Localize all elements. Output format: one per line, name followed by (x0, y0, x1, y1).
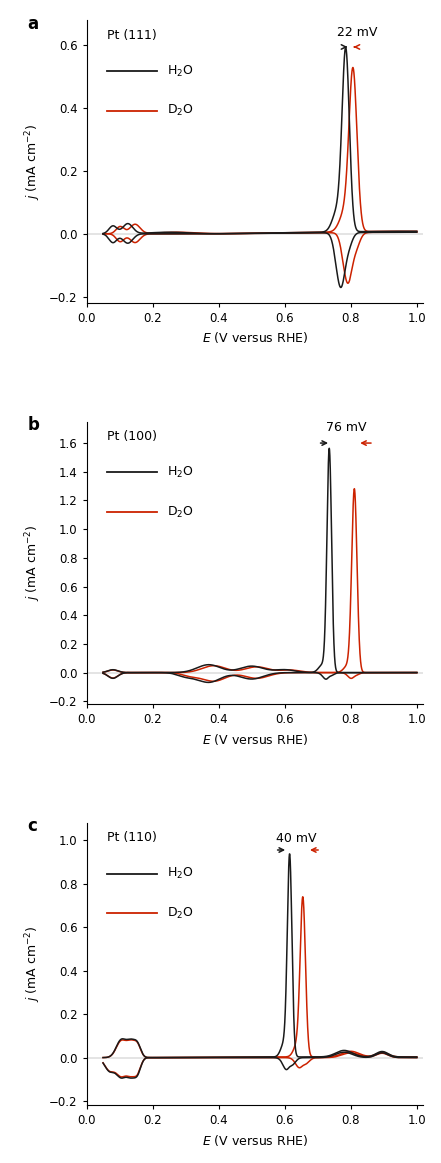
Text: 40 mV: 40 mV (276, 832, 317, 844)
Text: H$_2$O: H$_2$O (167, 866, 194, 882)
Text: Pt (111): Pt (111) (107, 29, 157, 42)
Text: c: c (27, 818, 37, 835)
X-axis label: $E$ (V versus RHE): $E$ (V versus RHE) (202, 1133, 308, 1148)
Text: Pt (110): Pt (110) (107, 832, 157, 844)
Y-axis label: $j$ (mA cm$^{-2}$): $j$ (mA cm$^{-2}$) (24, 926, 43, 1003)
Text: 76 mV: 76 mV (325, 421, 366, 435)
Text: a: a (27, 15, 39, 33)
Text: H$_2$O: H$_2$O (167, 64, 194, 79)
Text: Pt (100): Pt (100) (107, 430, 157, 443)
Text: H$_2$O: H$_2$O (167, 465, 194, 480)
Text: D$_2$O: D$_2$O (167, 906, 194, 921)
X-axis label: $E$ (V versus RHE): $E$ (V versus RHE) (202, 330, 308, 345)
X-axis label: $E$ (V versus RHE): $E$ (V versus RHE) (202, 732, 308, 747)
Text: D$_2$O: D$_2$O (167, 505, 194, 520)
Text: D$_2$O: D$_2$O (167, 104, 194, 119)
Text: b: b (27, 416, 39, 434)
Y-axis label: $j$ (mA cm$^{-2}$): $j$ (mA cm$^{-2}$) (24, 525, 43, 601)
Y-axis label: $j$ (mA cm$^{-2}$): $j$ (mA cm$^{-2}$) (24, 123, 43, 200)
Text: 22 mV: 22 mV (337, 26, 377, 40)
